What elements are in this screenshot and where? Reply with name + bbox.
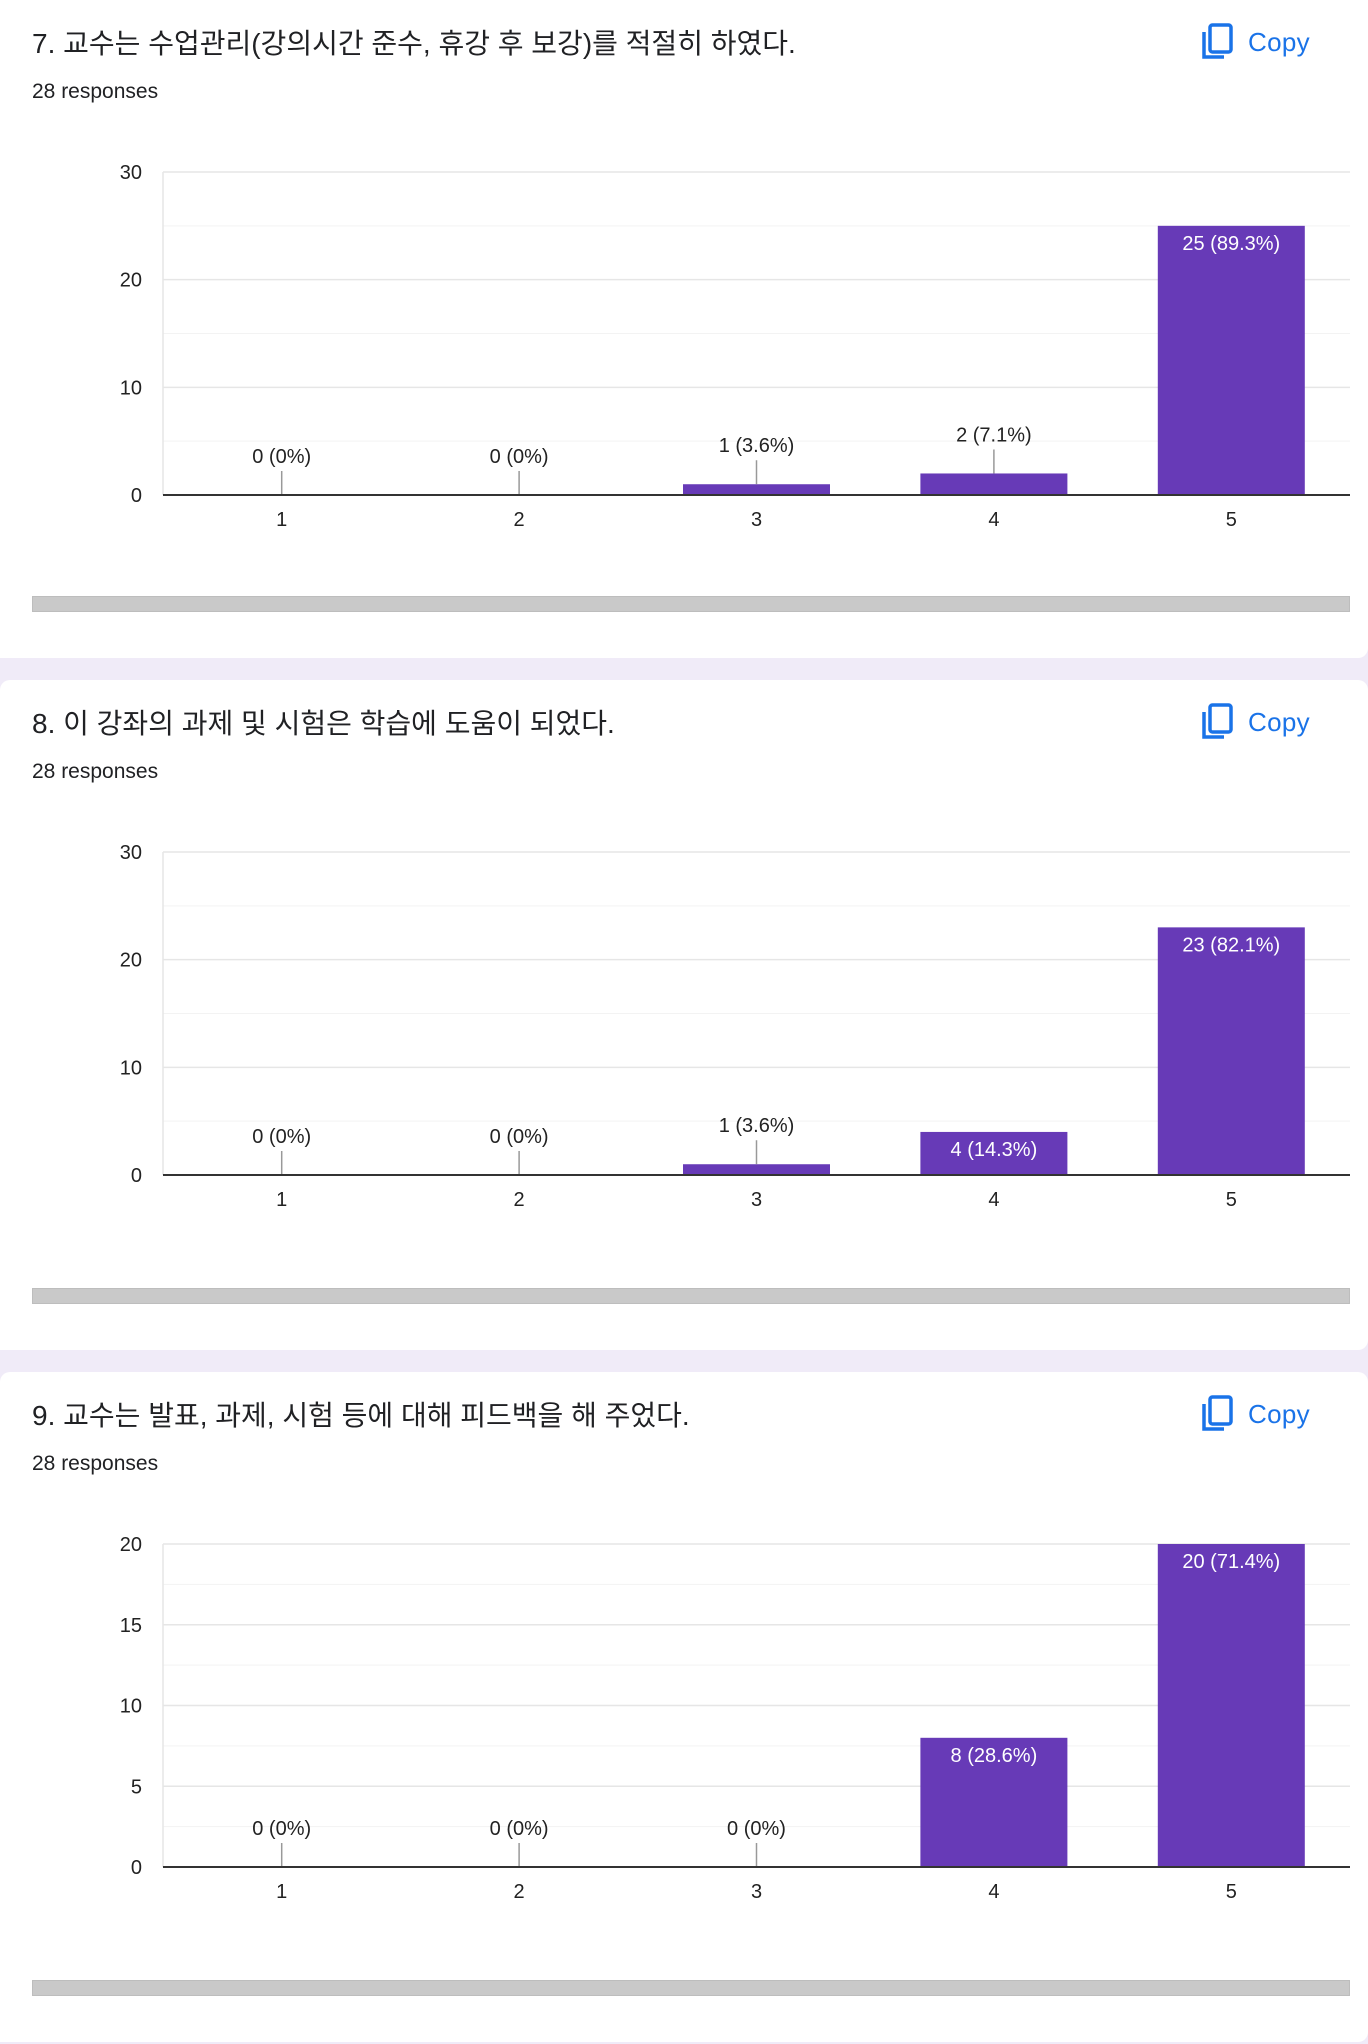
- bar-chart: 0 5 10 15 20 0 (0%) 1 0 (0%) 2 0 (0%) 3 8 (28.6%) 4 2…: [120, 1534, 1350, 1903]
- bar-chart: 0 10 20 30 0 (0%) 1 0 (0%) 2 1 (3.6%) 3 4 (14.3%) 4…: [120, 842, 1350, 1211]
- copy-chart-button[interactable]: Copy: [1200, 1390, 1310, 1438]
- y-tick-label: 15: [120, 1615, 142, 1637]
- bar-chart: 0 10 20 30 0 (0%) 1 0 (0%) 2 1 (3.6%) 3 2 (7.1%) 4 2…: [120, 162, 1350, 531]
- x-tick-label: 5: [1226, 509, 1237, 531]
- x-tick-label: 2: [514, 1189, 525, 1211]
- data-label: 4 (14.3%): [951, 1139, 1038, 1161]
- data-label: 0 (0%): [252, 1818, 311, 1840]
- copy-label: Copy: [1248, 1398, 1310, 1429]
- x-tick-label: 3: [751, 1881, 762, 1903]
- data-label: 20 (71.4%): [1182, 1551, 1280, 1573]
- question-card: 7. 교수는 수업관리(강의시간 준수, 휴강 후 보강)를 적절히 하였다. …: [0, 0, 1368, 658]
- bar: [1157, 225, 1305, 495]
- horizontal-scrollbar[interactable]: [32, 596, 1350, 612]
- x-tick-label: 2: [514, 509, 525, 531]
- copy-chart-button[interactable]: Copy: [1200, 18, 1310, 66]
- data-label: 1 (3.6%): [719, 1115, 795, 1137]
- y-tick-label: 0: [131, 485, 142, 507]
- response-count: 28 responses: [32, 80, 159, 103]
- response-count: 28 responses: [32, 1452, 159, 1475]
- copy-icon: [1200, 702, 1236, 742]
- data-label: 2 (7.1%): [956, 424, 1032, 446]
- data-label: 25 (89.3%): [1182, 233, 1280, 255]
- x-tick-label: 5: [1226, 1881, 1237, 1903]
- y-tick-label: 0: [131, 1857, 142, 1879]
- copy-icon: [1200, 1394, 1236, 1434]
- copy-label: Copy: [1248, 26, 1310, 57]
- y-tick-label: 30: [120, 842, 142, 864]
- y-tick-label: 5: [131, 1776, 142, 1798]
- y-tick-label: 10: [120, 1057, 142, 1079]
- x-tick-label: 1: [276, 1881, 287, 1903]
- bar: [1157, 927, 1305, 1175]
- bar: [920, 473, 1068, 495]
- y-tick-label: 0: [131, 1165, 142, 1187]
- horizontal-scrollbar[interactable]: [32, 1980, 1350, 1996]
- bar: [920, 1131, 1068, 1175]
- question-card: 9. 교수는 발표, 과제, 시험 등에 대해 피드백을 해 주었다. 28 r…: [0, 1372, 1368, 2042]
- data-label: 0 (0%): [490, 1126, 549, 1148]
- bar: [1157, 1544, 1305, 1867]
- y-tick-label: 30: [120, 162, 142, 184]
- x-tick-label: 2: [514, 1881, 525, 1903]
- x-tick-label: 5: [1226, 1189, 1237, 1211]
- copy-label: Copy: [1248, 706, 1310, 737]
- x-tick-label: 4: [988, 1189, 999, 1211]
- y-tick-label: 20: [120, 1534, 142, 1556]
- question-title: 9. 교수는 발표, 과제, 시험 등에 대해 피드백을 해 주었다.: [32, 1400, 690, 1431]
- data-label: 23 (82.1%): [1182, 934, 1280, 956]
- data-label: 0 (0%): [490, 1818, 549, 1840]
- horizontal-scrollbar[interactable]: [32, 1288, 1350, 1304]
- question-card: 8. 이 강좌의 과제 및 시험은 학습에 도움이 되었다. 28 respon…: [0, 680, 1368, 1350]
- bar: [683, 1164, 830, 1175]
- x-tick-label: 3: [751, 1189, 762, 1211]
- response-count: 28 responses: [32, 760, 159, 783]
- data-label: 1 (3.6%): [719, 435, 795, 457]
- bar: [920, 1737, 1068, 1867]
- data-label: 8 (28.6%): [951, 1745, 1038, 1767]
- x-tick-label: 3: [751, 509, 762, 531]
- copy-chart-button[interactable]: Copy: [1200, 698, 1310, 746]
- y-tick-label: 20: [120, 270, 142, 292]
- data-label: 0 (0%): [252, 1126, 311, 1148]
- question-title: 8. 이 강좌의 과제 및 시험은 학습에 도움이 되었다.: [32, 708, 615, 739]
- y-tick-label: 10: [120, 377, 142, 399]
- x-tick-label: 4: [988, 1881, 999, 1903]
- x-tick-label: 1: [276, 1189, 287, 1211]
- data-label: 0 (0%): [252, 446, 311, 468]
- y-tick-label: 20: [120, 950, 142, 972]
- x-tick-label: 4: [988, 509, 999, 531]
- x-tick-label: 1: [276, 509, 287, 531]
- copy-icon: [1200, 22, 1236, 62]
- bar: [683, 484, 830, 495]
- y-tick-label: 10: [120, 1696, 142, 1718]
- data-label: 0 (0%): [490, 446, 549, 468]
- question-title: 7. 교수는 수업관리(강의시간 준수, 휴강 후 보강)를 적절히 하였다.: [32, 28, 796, 59]
- data-label: 0 (0%): [727, 1818, 786, 1840]
